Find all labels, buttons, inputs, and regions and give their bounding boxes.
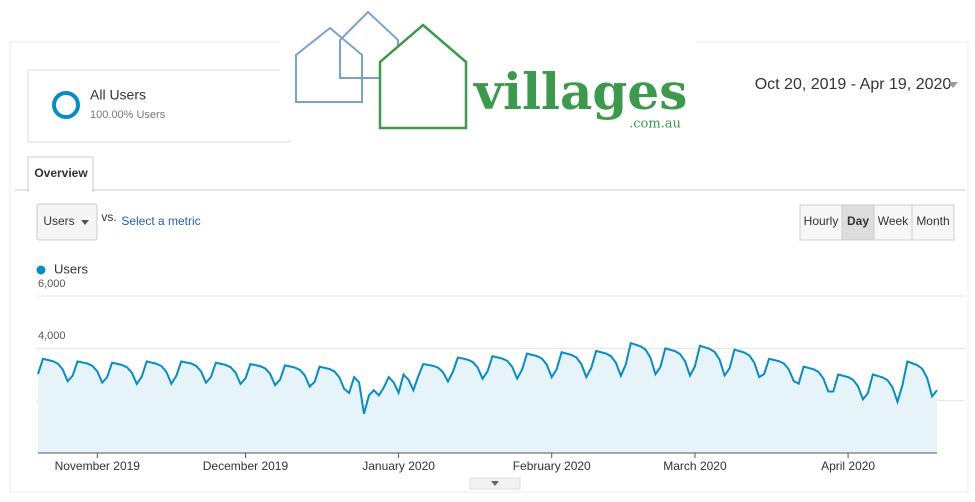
logo-house	[378, 23, 468, 130]
date-caret[interactable]	[948, 82, 958, 88]
y-tick-label: 6,000	[38, 278, 66, 290]
select-metric[interactable]: Select a metric	[121, 214, 200, 228]
line	[37, 341, 938, 415]
metric-dropdown[interactable]	[36, 203, 98, 241]
x-tick-label: January 2020	[362, 459, 435, 473]
legend-marker	[36, 265, 46, 275]
metric-label: Users	[43, 214, 74, 228]
logo-house	[295, 26, 363, 103]
granularity-label: Day	[847, 214, 869, 228]
tab-gap	[29, 188, 92, 192]
granularity-button[interactable]	[841, 204, 875, 241]
x-tick-label: December 2019	[203, 459, 289, 473]
y-tick-label: 4,000	[38, 330, 66, 342]
granularity-button[interactable]	[799, 204, 843, 241]
legend-label: Users	[54, 261, 88, 276]
granularity-label: Week	[878, 214, 909, 228]
segment-card[interactable]	[27, 69, 291, 143]
collapse-caret	[491, 481, 499, 486]
logo-domain: .com.au	[629, 117, 681, 132]
date-range[interactable]: Oct 20, 2019 - Apr 19, 2020	[755, 76, 952, 93]
segment-share: 100.00% Users	[90, 109, 166, 121]
x-tick-label: April 2020	[821, 459, 875, 473]
granularity-button[interactable]	[873, 204, 913, 241]
vs-label: vs.	[101, 210, 116, 224]
x-tick-label: March 2020	[663, 459, 727, 473]
granularity-label: Month	[916, 214, 949, 228]
segment-name: All Users	[90, 87, 146, 103]
granularity-button[interactable]	[911, 204, 955, 241]
x-tick-label: November 2019	[55, 459, 141, 473]
dropdown-caret	[81, 220, 89, 225]
logo-area	[280, 0, 696, 140]
x-tick-label: February 2020	[513, 459, 591, 473]
granularity-label: Hourly	[804, 214, 839, 228]
logo-text: villages	[473, 62, 687, 121]
tab[interactable]	[27, 156, 94, 192]
segment-icon	[52, 91, 80, 119]
tab-label: Overview	[34, 166, 88, 180]
line-area	[38, 343, 937, 453]
